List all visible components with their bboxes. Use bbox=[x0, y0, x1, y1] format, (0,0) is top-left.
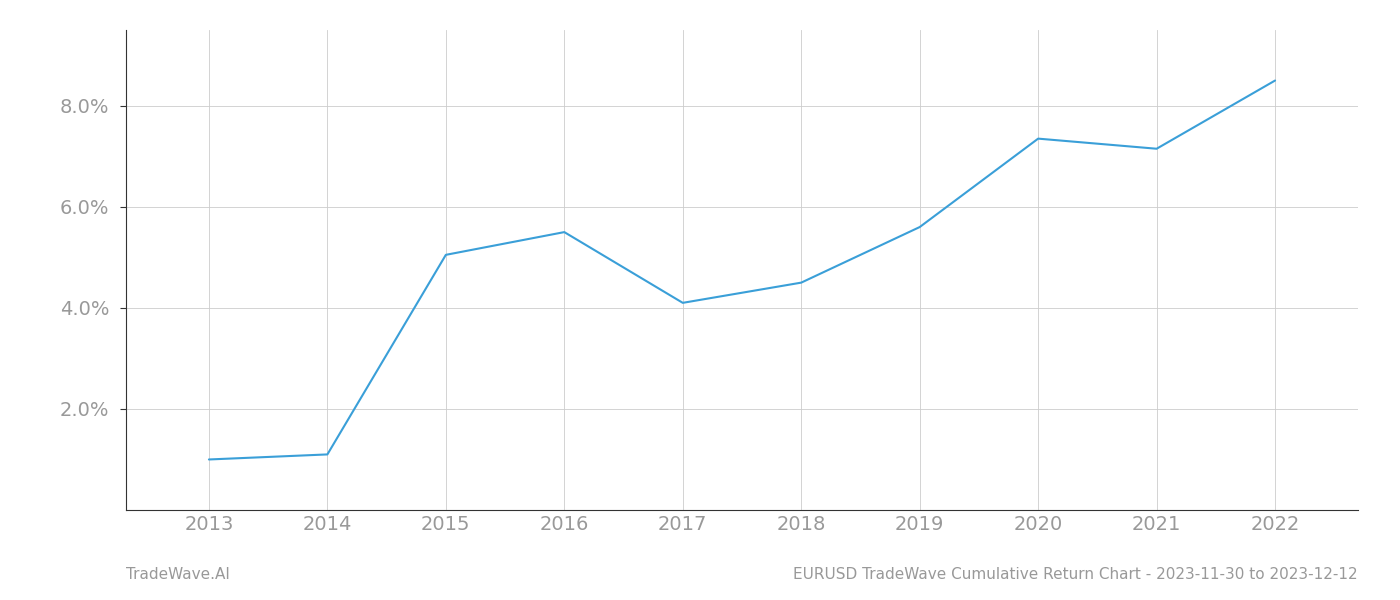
Text: EURUSD TradeWave Cumulative Return Chart - 2023-11-30 to 2023-12-12: EURUSD TradeWave Cumulative Return Chart… bbox=[794, 567, 1358, 582]
Text: TradeWave.AI: TradeWave.AI bbox=[126, 567, 230, 582]
